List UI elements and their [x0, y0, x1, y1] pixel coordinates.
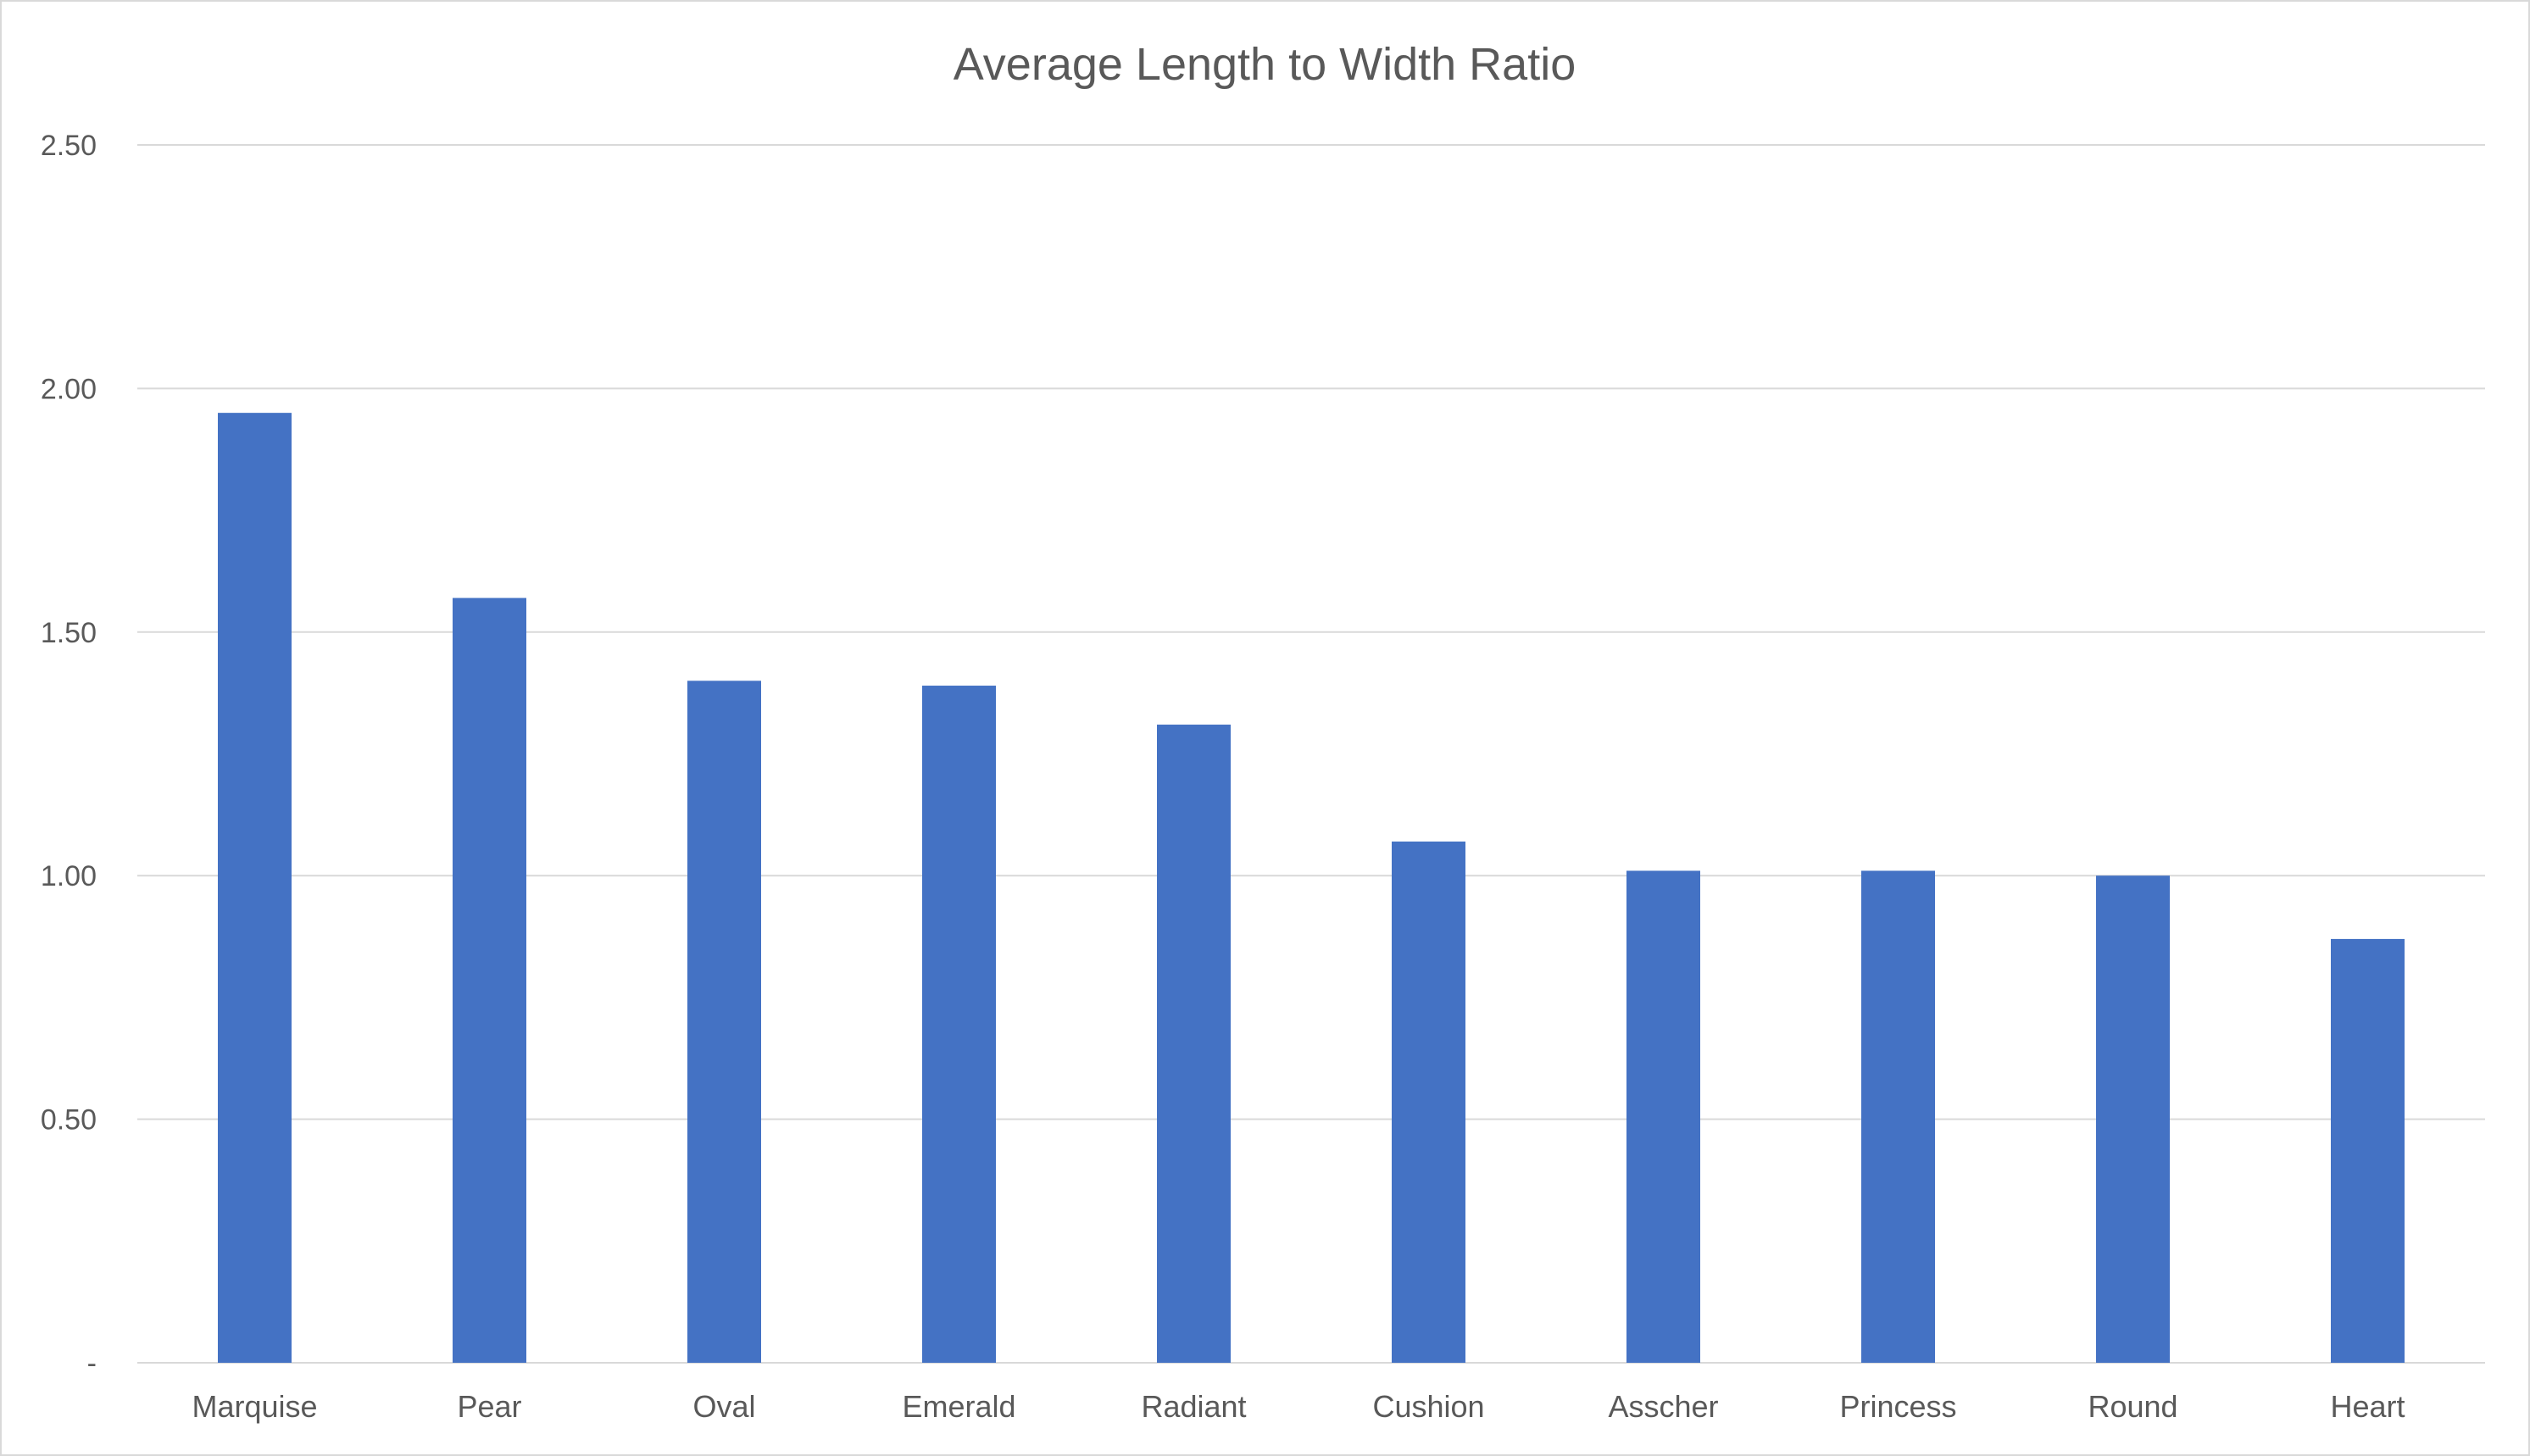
y-tick-label: 2.50	[41, 130, 97, 162]
gridlines	[137, 144, 2485, 1364]
x-axis-category-labels: Marquise Pear Oval Emerald Radiant Cushion Ass…	[192, 1389, 2405, 1424]
x-category-label: Emerald	[902, 1389, 1015, 1424]
y-tick-label: 1.00	[41, 860, 97, 892]
y-tick-label: -	[87, 1348, 97, 1380]
y-tick-label: 0.50	[41, 1104, 97, 1136]
bar-heart	[2331, 938, 2405, 1363]
bar-round	[2096, 875, 2170, 1363]
bar-cushion	[1392, 841, 1465, 1363]
x-category-label: Asscher	[1608, 1389, 1718, 1424]
bars	[218, 413, 2405, 1363]
x-category-label: Pear	[457, 1389, 521, 1424]
bar-radiant	[1157, 725, 1231, 1363]
x-category-label: Marquise	[192, 1389, 317, 1424]
x-category-label: Heart	[2330, 1389, 2405, 1424]
bar-asscher	[1626, 870, 1700, 1363]
bar-marquise	[218, 413, 292, 1363]
x-category-label: Princess	[1839, 1389, 1956, 1424]
x-category-label: Round	[2088, 1389, 2177, 1424]
y-tick-label: 2.00	[41, 373, 97, 405]
bar-oval	[687, 681, 761, 1363]
chart-title: Average Length to Width Ratio	[954, 39, 1576, 90]
bar-princess	[1861, 870, 1935, 1363]
x-category-label: Radiant	[1141, 1389, 1246, 1424]
bar-emerald	[922, 686, 996, 1363]
y-tick-label: 1.50	[41, 617, 97, 649]
x-category-label: Cushion	[1372, 1389, 1484, 1424]
bar-pear	[453, 597, 526, 1363]
y-axis-tick-labels: - 0.50 1.00 1.50 2.00 2.50	[41, 130, 97, 1380]
x-category-label: Oval	[692, 1389, 755, 1424]
